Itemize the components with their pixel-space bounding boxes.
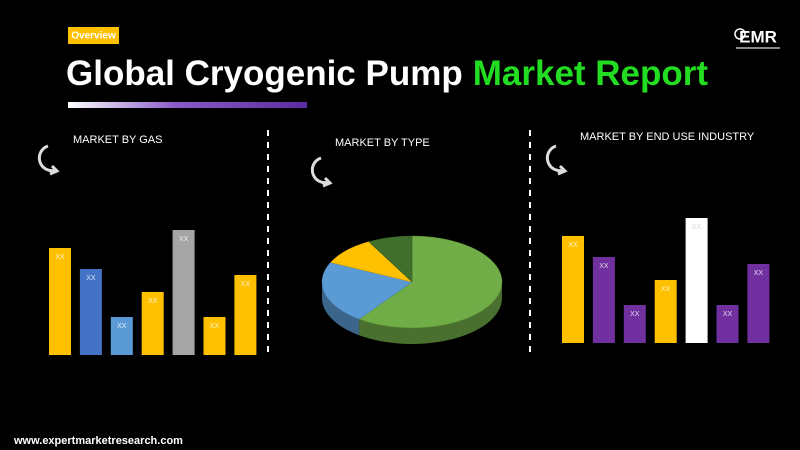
pie-side bbox=[359, 282, 502, 344]
bar-label: XX bbox=[692, 224, 702, 231]
arrow-head bbox=[557, 164, 568, 176]
arrow-icons bbox=[37, 144, 568, 188]
bar bbox=[562, 236, 584, 343]
bar bbox=[716, 305, 739, 343]
bar bbox=[685, 218, 708, 343]
arrow-icon bbox=[310, 156, 330, 185]
bar-label: XX bbox=[723, 311, 733, 318]
title-green: Market Report bbox=[473, 54, 709, 93]
bar-label: XX bbox=[179, 236, 189, 243]
bar bbox=[654, 280, 677, 343]
bar bbox=[79, 269, 102, 355]
bar bbox=[592, 257, 615, 343]
title-white: Global Cryogenic Pump bbox=[66, 54, 463, 93]
bar-label: XX bbox=[55, 254, 65, 261]
bar bbox=[141, 292, 164, 355]
bar-label: XX bbox=[117, 323, 127, 330]
tag: Overview bbox=[71, 31, 116, 42]
title-underline bbox=[68, 102, 307, 108]
chart-title: MARKET BY TYPE bbox=[335, 137, 430, 149]
bar-label: XX bbox=[148, 298, 158, 305]
bar-label: XX bbox=[86, 275, 96, 282]
logo-text: EMR bbox=[739, 27, 777, 46]
chart-title: MARKET BY GAS bbox=[73, 134, 162, 146]
bar-label: XX bbox=[210, 323, 220, 330]
bar bbox=[49, 248, 71, 355]
arrow-head bbox=[49, 164, 60, 176]
bar-label: XX bbox=[630, 311, 640, 318]
tag-box bbox=[68, 27, 119, 44]
bar-label: XX bbox=[241, 281, 251, 288]
bar-label: XX bbox=[661, 286, 671, 293]
arrow-head bbox=[322, 176, 333, 188]
arrow-icon bbox=[545, 144, 565, 173]
logo: EMR bbox=[734, 27, 780, 49]
pie-side bbox=[322, 282, 360, 336]
bar bbox=[234, 275, 257, 355]
logo-tagline bbox=[736, 47, 780, 49]
bar bbox=[110, 317, 133, 355]
logo-icon bbox=[734, 28, 746, 40]
arrow-icon bbox=[37, 144, 57, 173]
bar-label: XX bbox=[754, 270, 764, 277]
bar bbox=[623, 305, 646, 343]
bar-label: XX bbox=[599, 263, 609, 270]
bar-label: XX bbox=[568, 242, 578, 249]
footer: www.expertmarketresearch.com bbox=[13, 435, 183, 447]
bar bbox=[747, 264, 770, 343]
pie-slice bbox=[368, 235, 413, 283]
pie-slice bbox=[358, 235, 503, 329]
bar bbox=[203, 317, 226, 355]
bar bbox=[172, 230, 195, 355]
chart-title: MARKET BY END USE INDUSTRY bbox=[580, 131, 755, 143]
title: Global Cryogenic Pump Market Report bbox=[66, 54, 708, 93]
